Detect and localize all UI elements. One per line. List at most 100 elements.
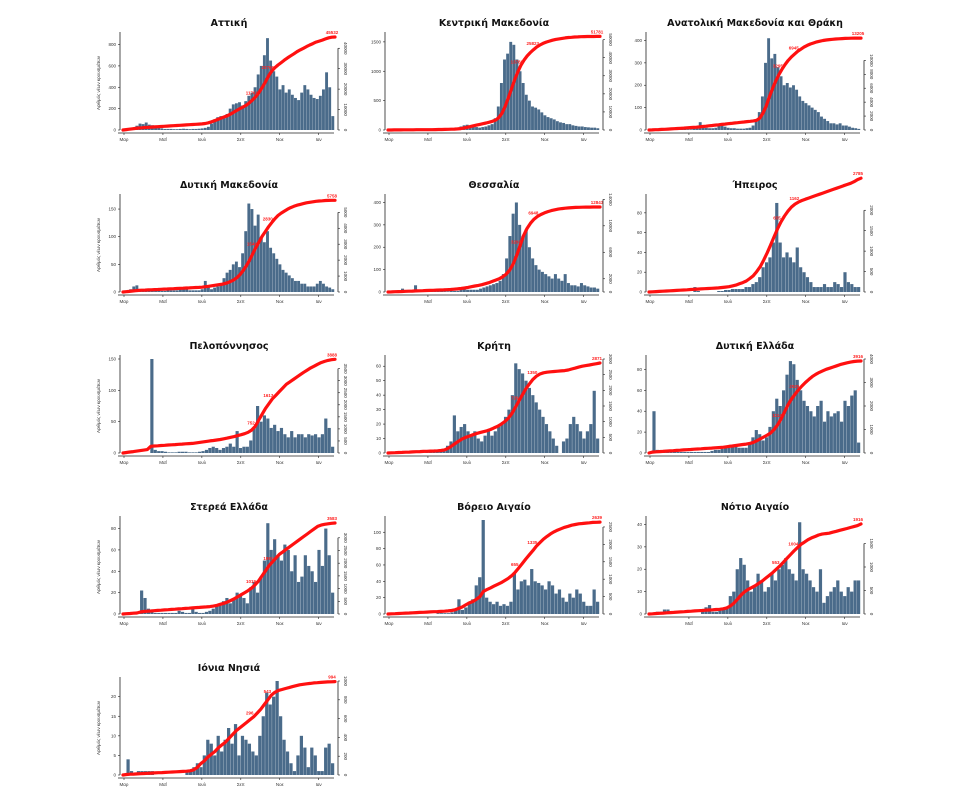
daily-bar xyxy=(535,402,538,453)
y2-tick-label: 2000 xyxy=(869,401,874,412)
daily-bar xyxy=(310,748,313,775)
x-tick-label: Μαΐ xyxy=(685,459,693,465)
daily-bar xyxy=(244,231,247,292)
daily-bar xyxy=(784,558,787,614)
daily-bar xyxy=(212,447,215,453)
daily-bar xyxy=(443,613,446,614)
y2-tick-label: 2000 xyxy=(869,205,874,216)
daily-bar xyxy=(304,555,307,614)
daily-bar xyxy=(495,602,498,614)
y2-tick-label: 2500 xyxy=(608,370,613,381)
daily-bar xyxy=(167,129,170,130)
y2-tick-label: 3000 xyxy=(608,354,613,365)
daily-bar xyxy=(576,424,579,453)
y-tick-label: 80 xyxy=(637,367,643,372)
daily-bar xyxy=(260,237,263,292)
daily-bar xyxy=(184,613,187,614)
daily-bar xyxy=(188,613,191,614)
daily-bar xyxy=(806,406,809,453)
x-tick-label: Ιουλ xyxy=(724,299,733,304)
y-tick-label: 0 xyxy=(639,451,642,456)
daily-bar xyxy=(185,289,188,292)
daily-bar xyxy=(195,129,198,130)
daily-bar xyxy=(480,441,483,453)
y-tick-label: 20 xyxy=(111,694,117,699)
x-tick-label: Ιαν xyxy=(581,460,588,465)
daily-bar xyxy=(174,452,177,453)
daily-bar xyxy=(297,434,300,453)
daily-bar xyxy=(782,257,785,292)
daily-bar xyxy=(847,406,850,453)
x-tick-label: Μαΐ xyxy=(159,781,167,787)
daily-bar xyxy=(288,89,291,130)
daily-bar xyxy=(854,390,857,453)
y2-tick-label: 1000 xyxy=(608,417,613,428)
daily-bar xyxy=(541,417,544,453)
daily-bar xyxy=(817,112,820,130)
y2-tick-label: 3000 xyxy=(869,377,874,388)
daily-bar xyxy=(173,290,176,292)
daily-bar xyxy=(843,596,846,614)
daily-bar xyxy=(515,202,518,292)
daily-bar xyxy=(772,243,775,292)
daily-bar xyxy=(739,129,742,130)
daily-bar xyxy=(569,424,572,453)
daily-bar xyxy=(266,231,269,292)
daily-bar xyxy=(518,225,521,292)
daily-bar xyxy=(328,87,331,130)
y-tick-label: 150 xyxy=(108,207,116,212)
y-tick-label: 0 xyxy=(639,290,642,295)
daily-bar xyxy=(779,243,782,292)
daily-bar xyxy=(596,128,599,130)
x-tick-label: Μαρ xyxy=(120,137,129,142)
daily-bar xyxy=(541,272,544,292)
daily-bar xyxy=(497,427,500,453)
x-tick-label: Μαΐ xyxy=(685,620,693,626)
daily-bar xyxy=(848,127,851,130)
daily-bar xyxy=(297,281,300,292)
x-tick-label: Ιουλ xyxy=(198,782,207,787)
daily-bar xyxy=(216,286,219,292)
y2-tick-label: 0 xyxy=(869,452,874,455)
daily-bar xyxy=(205,612,208,614)
daily-bar xyxy=(313,286,316,292)
daily-bar xyxy=(822,603,825,614)
daily-bar xyxy=(753,587,756,614)
daily-bar xyxy=(814,110,817,130)
daily-bar xyxy=(857,287,860,292)
daily-bar xyxy=(808,580,811,614)
x-tick-label: Ιουλ xyxy=(198,621,207,626)
daily-bar xyxy=(556,121,559,130)
daily-bar xyxy=(847,587,850,614)
daily-bar xyxy=(293,771,296,775)
y2-tick-label: 0 xyxy=(608,613,613,616)
daily-bar xyxy=(717,291,720,292)
daily-bar xyxy=(676,452,679,453)
y2-tick-label: 2000 xyxy=(343,255,348,266)
x-tick-label: Σεπ xyxy=(763,621,771,626)
daily-bar xyxy=(321,771,324,775)
daily-bar xyxy=(294,437,297,453)
y-tick-label: 20 xyxy=(376,422,382,427)
daily-bar xyxy=(583,285,586,292)
daily-bar xyxy=(272,697,275,775)
daily-bar xyxy=(316,99,319,130)
y-tick-label: 60 xyxy=(376,562,382,567)
daily-bar xyxy=(170,129,173,130)
daily-bar xyxy=(826,596,829,614)
x-tick-label: Ιαν xyxy=(581,137,588,142)
x-tick-label: Μαρ xyxy=(385,621,394,626)
daily-bar xyxy=(850,592,853,614)
daily-bar xyxy=(762,267,765,292)
daily-bar xyxy=(248,744,251,775)
daily-bar xyxy=(547,117,550,130)
x-tick-label: Ιουλ xyxy=(463,137,472,142)
final-total-label: 45532 xyxy=(326,30,339,35)
daily-bar xyxy=(840,592,843,614)
y-tick-label: 40 xyxy=(637,522,643,527)
x-tick-label: Νοε xyxy=(541,137,549,142)
daily-bar xyxy=(833,413,836,453)
daily-bar xyxy=(724,127,727,130)
daily-bar xyxy=(579,431,582,453)
daily-bar xyxy=(829,123,832,130)
